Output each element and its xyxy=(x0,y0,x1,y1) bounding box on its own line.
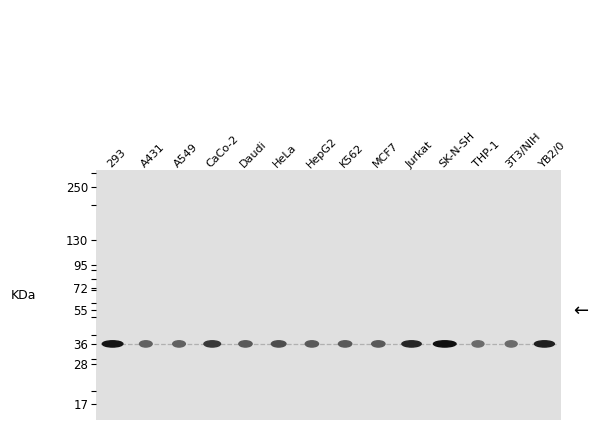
Text: MCF7: MCF7 xyxy=(371,141,400,170)
Ellipse shape xyxy=(271,341,286,347)
Ellipse shape xyxy=(173,341,185,347)
Ellipse shape xyxy=(305,341,319,347)
Ellipse shape xyxy=(433,341,456,347)
Ellipse shape xyxy=(204,341,221,347)
Text: YB2/0: YB2/0 xyxy=(538,140,567,170)
Text: A549: A549 xyxy=(172,143,199,170)
Ellipse shape xyxy=(239,341,252,347)
Ellipse shape xyxy=(535,341,554,347)
Ellipse shape xyxy=(140,341,152,347)
Text: 3T3/NIH: 3T3/NIH xyxy=(504,131,542,170)
Text: K562: K562 xyxy=(338,143,365,170)
Text: Jurkat: Jurkat xyxy=(404,140,434,170)
Ellipse shape xyxy=(103,341,123,347)
Ellipse shape xyxy=(371,341,385,347)
Text: ←: ← xyxy=(573,302,588,320)
Text: SK-N-SH: SK-N-SH xyxy=(437,131,476,170)
Ellipse shape xyxy=(402,341,421,347)
Text: Daudi: Daudi xyxy=(238,139,269,170)
Text: HepG2: HepG2 xyxy=(305,136,339,170)
Text: CaCo-2: CaCo-2 xyxy=(205,134,241,170)
Text: A431: A431 xyxy=(139,143,166,170)
Text: THP-1: THP-1 xyxy=(471,140,501,170)
Text: KDa: KDa xyxy=(11,288,37,302)
Ellipse shape xyxy=(472,341,484,347)
Text: HeLa: HeLa xyxy=(272,143,299,170)
Text: 293: 293 xyxy=(106,148,128,170)
Ellipse shape xyxy=(338,341,352,347)
Ellipse shape xyxy=(505,341,517,347)
